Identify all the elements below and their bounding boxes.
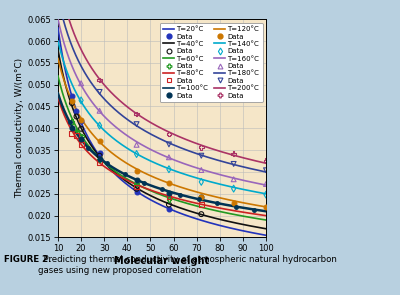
Point — [69, 126, 75, 130]
Point — [73, 133, 80, 138]
Point — [230, 162, 237, 166]
Point — [166, 195, 172, 199]
Point — [198, 180, 204, 184]
Point — [73, 114, 80, 119]
Point — [133, 122, 140, 127]
Point — [133, 186, 140, 191]
Y-axis label: Thermal conductivity, W/(m°C): Thermal conductivity, W/(m°C) — [16, 58, 24, 199]
Point — [263, 182, 269, 186]
Point — [78, 98, 84, 103]
Point — [133, 189, 140, 194]
Point — [69, 131, 75, 135]
Point — [78, 142, 84, 147]
Point — [166, 132, 172, 136]
Point — [230, 177, 237, 182]
Point — [198, 194, 204, 199]
Point — [166, 207, 172, 212]
X-axis label: Molecular weight: Molecular weight — [114, 256, 210, 266]
Point — [166, 202, 172, 207]
Point — [78, 127, 84, 131]
Legend: T=20°C, Data, T=40°C, Data, T=60°C, Data, T=80°C, Data, T=100°C, Data, T=120°C, : T=20°C, Data, T=40°C, Data, T=60°C, Data… — [160, 23, 262, 102]
Point — [166, 181, 172, 185]
Point — [78, 134, 84, 139]
Point — [78, 81, 84, 86]
Point — [96, 153, 103, 158]
Point — [230, 186, 237, 191]
Point — [198, 153, 204, 158]
Point — [198, 202, 204, 206]
Point — [73, 128, 80, 133]
Point — [166, 167, 172, 172]
Point — [96, 138, 103, 143]
Point — [133, 152, 140, 156]
Point — [166, 155, 172, 160]
Point — [198, 145, 204, 150]
Point — [230, 201, 237, 206]
Point — [133, 185, 140, 189]
Point — [78, 118, 84, 123]
Point — [166, 190, 172, 195]
Point — [263, 204, 269, 209]
Point — [69, 119, 75, 124]
Point — [96, 78, 103, 82]
Point — [263, 192, 269, 197]
Point — [263, 158, 269, 163]
Point — [133, 112, 140, 116]
Point — [78, 119, 84, 124]
Point — [96, 123, 103, 128]
Point — [96, 90, 103, 94]
Point — [198, 194, 204, 199]
Point — [263, 168, 269, 173]
Point — [78, 137, 84, 141]
Point — [133, 178, 140, 183]
Point — [96, 157, 103, 162]
Point — [69, 101, 75, 105]
Point — [96, 160, 103, 165]
Text: FIGURE 2.: FIGURE 2. — [4, 255, 52, 264]
Point — [96, 108, 103, 113]
Text: Predicting thermal conductivity of atmospheric natural hydrocarbon
gases using n: Predicting thermal conductivity of atmos… — [38, 255, 337, 275]
Point — [230, 151, 237, 156]
Point — [198, 168, 204, 172]
Point — [96, 158, 103, 162]
Point — [69, 99, 75, 103]
Point — [166, 197, 172, 202]
Point — [96, 151, 103, 156]
Point — [133, 169, 140, 173]
Point — [73, 109, 80, 113]
Point — [198, 212, 204, 217]
Point — [133, 181, 140, 186]
Point — [166, 142, 172, 147]
Point — [69, 93, 75, 98]
Point — [133, 142, 140, 147]
